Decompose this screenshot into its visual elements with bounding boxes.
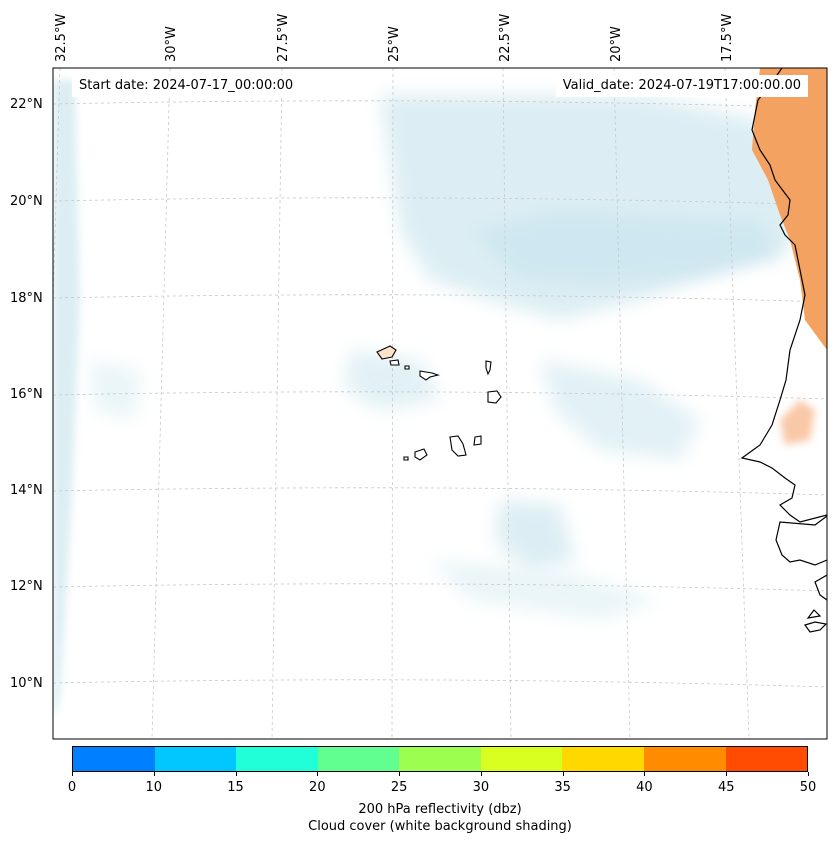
lat-label-12n: 12°N bbox=[10, 579, 43, 594]
cloud-south-patch bbox=[495, 500, 575, 575]
lon-label-32-5w: 32.5°W bbox=[54, 13, 69, 62]
colorbar-segment-7 bbox=[643, 747, 726, 771]
cloud-south-streak bbox=[430, 560, 660, 620]
colorbar-tick-mark bbox=[808, 772, 809, 776]
lon-gridline-20w bbox=[613, 68, 631, 739]
colorbar-tick-label: 35 bbox=[554, 780, 571, 795]
cape-verde-islands bbox=[376, 345, 502, 461]
lon-gridline-30w bbox=[151, 68, 171, 739]
colorbar-label-reflectivity: 200 hPa reflectivity (dbz) bbox=[358, 802, 522, 817]
colorbar-tick-mark bbox=[644, 772, 646, 776]
gridlines bbox=[53, 68, 827, 739]
colorbar-segment-0 bbox=[73, 747, 155, 771]
lat-label-22n: 22°N bbox=[10, 97, 43, 112]
colorbar-tick-label: 25 bbox=[390, 780, 408, 795]
colorbar-label-cloud-cover: Cloud cover (white background shading) bbox=[308, 819, 572, 834]
lat-gridline-22n bbox=[53, 100, 827, 109]
lon-label-25w: 25°W bbox=[387, 26, 402, 62]
island-brava bbox=[403, 456, 409, 461]
colorbar-tick-mark bbox=[153, 772, 155, 776]
colorbar-segment-3 bbox=[317, 747, 400, 771]
lat-label-16n: 16°N bbox=[10, 387, 43, 402]
lat-label-18n: 18°N bbox=[10, 291, 43, 306]
colorbar-segment-5 bbox=[480, 747, 563, 771]
colorbar-tick-mark bbox=[399, 772, 401, 776]
colorbar-tick-label: 10 bbox=[145, 780, 163, 795]
island-santiago bbox=[449, 435, 467, 457]
colorbar-tick-mark bbox=[317, 772, 319, 776]
start-date-label: Start date: 2024-07-17_00:00:00 bbox=[72, 75, 301, 97]
lon-label-22-5w: 22.5°W bbox=[498, 13, 513, 62]
lat-gridline-10n bbox=[53, 679, 827, 688]
lat-label-20n: 20°N bbox=[10, 194, 43, 209]
lat-label-14n: 14°N bbox=[10, 483, 43, 498]
island-fogo bbox=[414, 448, 428, 461]
lat-gridline-20n bbox=[53, 197, 827, 206]
valid-date-label: Valid_date: 2024-07-19T17:00:00.00 bbox=[555, 75, 808, 97]
lon-gridline-27-5w bbox=[271, 68, 283, 739]
island-santa-luzia bbox=[404, 365, 410, 370]
lon-label-30w: 30°W bbox=[164, 26, 179, 62]
colorbar-tick-label: 50 bbox=[799, 780, 817, 795]
colorbar-tick-mark bbox=[72, 772, 73, 776]
cloud-cover-shading bbox=[53, 80, 800, 720]
colorbar-segment-1 bbox=[154, 747, 237, 771]
lon-label-27-5w: 27.5°W bbox=[276, 13, 291, 62]
lat-label-10n: 10°N bbox=[10, 676, 43, 691]
island-sal bbox=[485, 360, 492, 376]
colorbar-tick-mark bbox=[235, 772, 237, 776]
island-santo-antao bbox=[376, 345, 397, 360]
colorbar-segment-4 bbox=[399, 747, 481, 771]
colorbar-segment-6 bbox=[562, 747, 644, 771]
colorbar-tick-label: 0 bbox=[67, 780, 77, 795]
lon-gridline-17-5w bbox=[724, 68, 750, 739]
africa-coastline bbox=[740, 68, 827, 633]
colorbar-tick-mark bbox=[480, 772, 482, 776]
colorbar-tick-label: 40 bbox=[636, 780, 653, 795]
island-sao-nicolau bbox=[419, 370, 440, 381]
cloud-east-patch bbox=[540, 360, 700, 460]
map-border bbox=[52, 67, 828, 740]
colorbar-tick-label: 20 bbox=[309, 780, 326, 795]
colorbar-tick-label: 30 bbox=[472, 780, 490, 795]
colorbar-tick-label: 15 bbox=[227, 780, 244, 795]
land-shading-light bbox=[780, 400, 815, 445]
lon-label-17-5w: 17.5°W bbox=[720, 13, 735, 62]
lat-gridline-12n bbox=[53, 583, 827, 592]
colorbar-tick-mark bbox=[726, 772, 728, 776]
land-shading-north bbox=[752, 68, 827, 350]
reflectivity-colorbar bbox=[72, 746, 808, 772]
cloud-west-edge bbox=[53, 80, 80, 720]
island-sao-vicente bbox=[389, 359, 400, 366]
lon-gridline-22-5w bbox=[502, 68, 512, 739]
cloud-left-patch bbox=[90, 360, 140, 420]
colorbar-segment-8 bbox=[725, 747, 808, 771]
lon-label-20w: 20°W bbox=[609, 26, 624, 62]
lat-gridline-16n bbox=[53, 391, 827, 400]
lat-gridline-14n bbox=[53, 487, 827, 496]
lon-gridline-25w bbox=[391, 68, 394, 739]
colorbar-tick-label: 45 bbox=[717, 780, 735, 795]
cloud-band-core bbox=[470, 210, 780, 285]
colorbar-tick-mark bbox=[562, 772, 564, 776]
colorbar-segment-2 bbox=[236, 747, 318, 771]
island-maio bbox=[473, 435, 482, 446]
island-boa-vista bbox=[487, 390, 502, 404]
